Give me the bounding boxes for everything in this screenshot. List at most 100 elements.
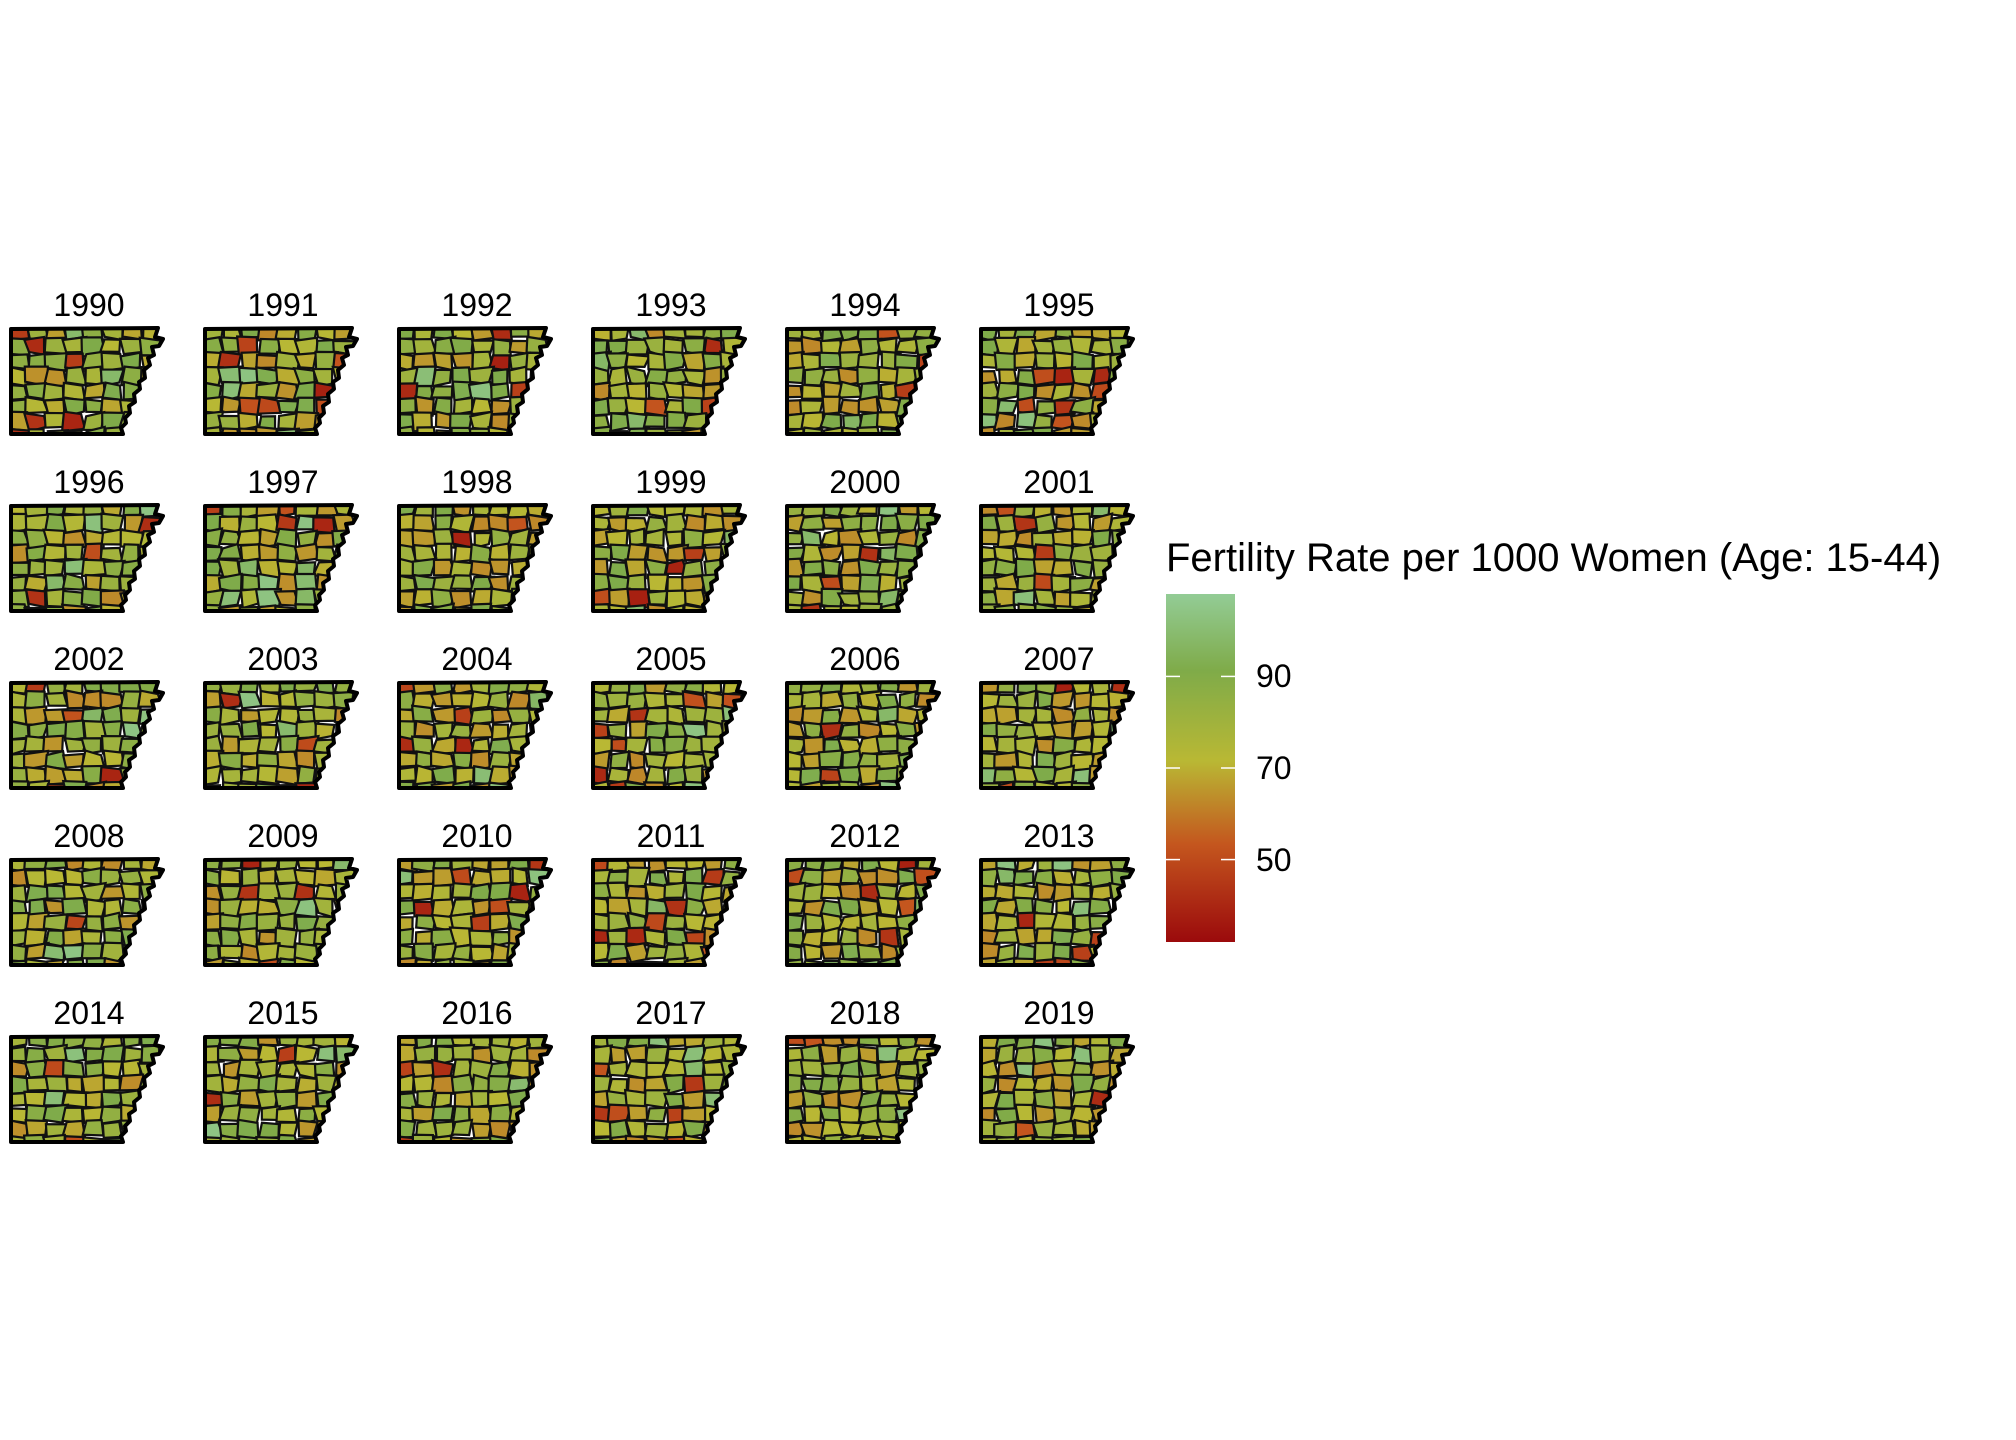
county-region <box>932 1059 939 1081</box>
panel-year-label: 2009 <box>247 818 319 854</box>
panel-year-label: 2017 <box>635 995 707 1031</box>
county-region <box>913 1136 939 1142</box>
county-region <box>547 544 551 564</box>
county-region <box>817 544 846 565</box>
county-region <box>156 351 163 373</box>
county-region <box>61 513 87 534</box>
county-region <box>237 427 261 434</box>
county-region <box>1017 602 1040 611</box>
county-region <box>256 764 280 786</box>
county-region <box>718 425 745 434</box>
county-region <box>625 505 651 517</box>
county-region <box>157 882 163 902</box>
county-region <box>1108 1104 1130 1123</box>
county-region <box>23 859 48 871</box>
county-region <box>156 542 163 562</box>
county-region <box>723 1090 744 1111</box>
county-region <box>236 1036 262 1050</box>
county-region <box>646 573 670 593</box>
state-county-map <box>397 326 553 436</box>
county-region <box>351 542 357 565</box>
map-panel-2006: 2006 <box>776 642 954 806</box>
county-region <box>724 399 744 418</box>
county-region <box>119 882 141 901</box>
county-region <box>1012 870 1035 887</box>
county-region <box>680 559 704 579</box>
county-region <box>525 779 551 788</box>
county-region <box>429 385 454 399</box>
county-region <box>644 527 665 547</box>
county-region <box>643 397 670 418</box>
county-region <box>547 1073 551 1096</box>
county-region <box>935 605 939 611</box>
county-region <box>1107 1122 1133 1140</box>
panel-year-label: 2004 <box>441 641 513 677</box>
county-region <box>528 427 551 434</box>
state-county-map <box>397 503 553 613</box>
county-region <box>742 558 745 580</box>
county-region <box>399 956 418 965</box>
county-region <box>276 399 301 414</box>
county-region <box>492 337 512 357</box>
county-region <box>330 1120 357 1140</box>
county-region <box>471 859 491 872</box>
county-region <box>1070 883 1092 901</box>
county-region <box>931 1105 939 1125</box>
county-region <box>449 1036 474 1048</box>
county-region <box>738 425 745 434</box>
county-region <box>159 738 163 755</box>
map-panel-2010: 2010 <box>388 819 566 983</box>
county-region <box>487 558 511 576</box>
county-region <box>137 957 160 965</box>
county-region <box>1112 911 1133 933</box>
county-region <box>1035 400 1058 417</box>
county-region <box>547 956 551 965</box>
county-region <box>156 560 163 579</box>
county-region <box>60 410 87 433</box>
county-region <box>1070 367 1097 387</box>
county-region <box>505 707 532 725</box>
county-region <box>720 590 745 610</box>
county-region <box>355 682 357 693</box>
county-region <box>546 942 551 964</box>
county-region <box>917 587 939 610</box>
county-region <box>644 944 668 960</box>
county-region <box>995 381 1021 402</box>
county-region <box>351 779 357 788</box>
legend-colorbar <box>1166 594 1235 942</box>
state-outline <box>203 326 359 436</box>
county-region <box>351 926 357 948</box>
county-region <box>121 427 145 434</box>
county-region <box>333 735 356 754</box>
county-region <box>157 1104 163 1125</box>
panel-year-label: 1992 <box>441 287 513 323</box>
county-region <box>916 737 939 754</box>
map-panel-1999: 1999 <box>582 465 760 629</box>
county-region <box>61 1058 86 1078</box>
county-region <box>257 572 280 592</box>
county-region <box>642 413 666 428</box>
county-region <box>932 767 939 783</box>
county-region <box>646 603 671 611</box>
county-region <box>1014 1103 1035 1123</box>
county-region <box>41 543 67 563</box>
county-region <box>914 558 938 579</box>
county-region <box>894 337 922 355</box>
state-outline <box>397 857 553 967</box>
map-panel-2004: 2004 <box>388 642 566 806</box>
county-region <box>666 869 686 885</box>
state-outline <box>397 503 553 613</box>
county-region <box>787 366 806 385</box>
county-region <box>1109 410 1131 433</box>
county-region <box>1128 381 1133 403</box>
county-region <box>836 896 862 918</box>
county-region <box>1130 926 1133 947</box>
county-region <box>157 896 163 917</box>
panel-year-label: 1998 <box>441 464 513 500</box>
county-region <box>41 1043 68 1062</box>
county-region <box>856 943 884 961</box>
county-region <box>330 410 357 430</box>
county-region <box>486 690 510 711</box>
county-region <box>355 354 357 373</box>
county-region <box>593 722 610 741</box>
